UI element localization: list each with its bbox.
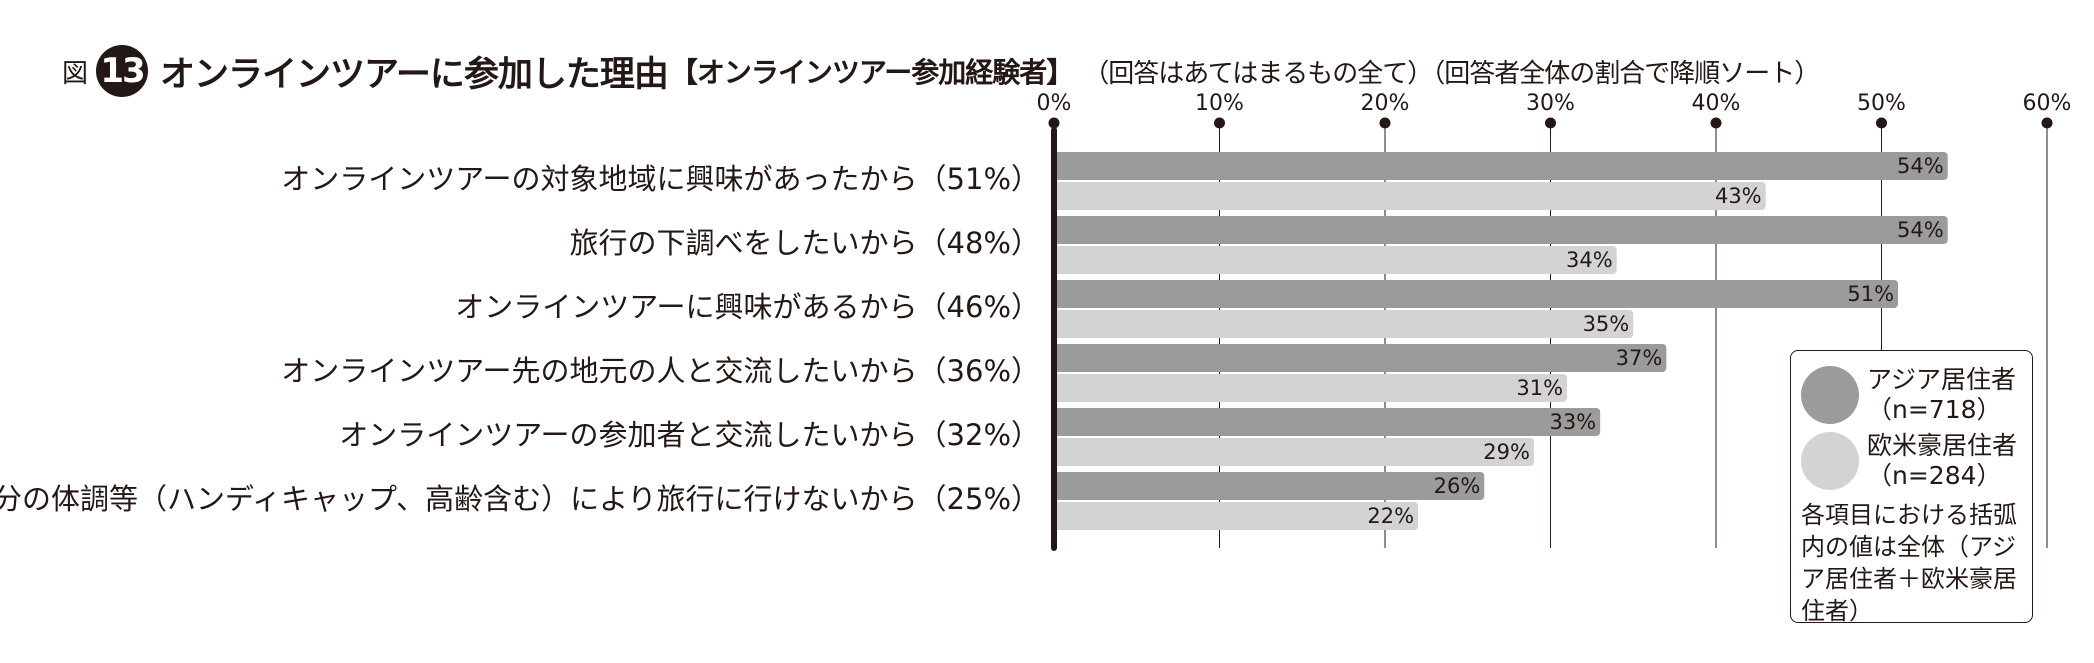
legend-asia-n: （n=718）	[1867, 395, 2002, 424]
data-label: 51%	[1847, 282, 1894, 306]
category-label: オンラインツアーの参加者と交流したいから（32%）	[339, 418, 1040, 452]
legend-swatch-asia	[1801, 366, 1859, 424]
tick-dot	[1379, 117, 1391, 129]
data-label: 31%	[1516, 376, 1563, 400]
bar-west	[1054, 182, 1766, 210]
data-label: 43%	[1715, 184, 1762, 208]
figure-prefix: 図	[62, 58, 89, 89]
tick-label: 30%	[1526, 91, 1575, 116]
data-label: 34%	[1566, 248, 1613, 272]
bar-asia	[1054, 216, 1948, 244]
tick-dot	[1876, 117, 1887, 129]
tick-dot	[1214, 117, 1225, 129]
legend-asia-name: アジア居住者	[1867, 365, 2017, 394]
category-label: 自分の体調等（ハンディキャップ、高齢含む）により旅行に行けないから（25%）	[0, 482, 1040, 516]
chart-note: （回答はあてはまるもの全て）（回答者全体の割合で降順ソート）	[1083, 58, 1820, 89]
legend-item-west: 欧米豪居住者 （n=284）	[1801, 431, 2017, 491]
tick-dot	[1710, 117, 1722, 129]
legend-label-west: 欧米豪居住者 （n=284）	[1867, 431, 2017, 491]
data-label: 35%	[1583, 312, 1630, 336]
tick-dot	[1545, 117, 1556, 129]
data-label: 26%	[1434, 474, 1481, 498]
category-label: 旅行の下調べをしたいから（48%）	[570, 226, 1040, 260]
bar-west	[1054, 438, 1534, 466]
tick-label: 50%	[1857, 91, 1906, 116]
bar-asia	[1054, 280, 1899, 308]
bar-west	[1054, 374, 1568, 402]
chart-header: 図 13 オンラインツアーに参加した理由 【オンラインツアー参加経験者】 （回答…	[62, 40, 1820, 102]
tick-label: 0%	[1037, 91, 1072, 116]
data-label: 33%	[1549, 410, 1596, 434]
category-label: オンラインツアーに興味があるから（46%）	[455, 290, 1040, 324]
bar-asia	[1054, 152, 1948, 180]
chart-title: オンラインツアーに参加した理由	[160, 54, 669, 95]
bar-west	[1054, 310, 1634, 338]
legend-west-n: （n=284）	[1867, 461, 2002, 490]
category-label: オンラインツアー先の地元の人と交流したいから（36%）	[281, 354, 1040, 388]
tick-dot	[1048, 117, 1060, 129]
tick-label: 10%	[1195, 91, 1244, 116]
legend-note: 各項目における括弧内の値は全体（アジア居住者＋欧米豪居住者）	[1801, 501, 2017, 625]
tick-label: 60%	[2023, 91, 2072, 116]
category-label: オンラインツアーの対象地域に興味があったから（51%）	[281, 162, 1040, 196]
legend-label-asia: アジア居住者 （n=718）	[1867, 365, 2016, 425]
legend-item-asia: アジア居住者 （n=718）	[1801, 365, 2016, 425]
legend-swatch-west	[1801, 432, 1859, 490]
legend: アジア居住者 （n=718） 欧米豪居住者 （n=284） 各項目における括弧内…	[1790, 350, 2033, 625]
bar-asia	[1054, 472, 1485, 500]
data-label: 22%	[1367, 504, 1414, 528]
bar-west	[1054, 246, 1617, 274]
data-label: 37%	[1616, 346, 1663, 370]
tick-label: 20%	[1361, 91, 1410, 116]
data-label: 29%	[1483, 440, 1530, 464]
data-label: 54%	[1897, 154, 1944, 178]
figure-number-badge: 13	[96, 45, 149, 97]
data-label: 54%	[1897, 218, 1944, 242]
tick-dot	[2041, 117, 2053, 129]
bar-asia	[1054, 408, 1601, 436]
legend-west-name: 欧米豪居住者	[1867, 431, 2018, 460]
bar-asia	[1054, 344, 1667, 372]
tick-label: 40%	[1692, 91, 1741, 116]
bar-west	[1054, 502, 1419, 530]
chart-subtitle: 【オンラインツアー参加経験者】	[669, 56, 1074, 89]
